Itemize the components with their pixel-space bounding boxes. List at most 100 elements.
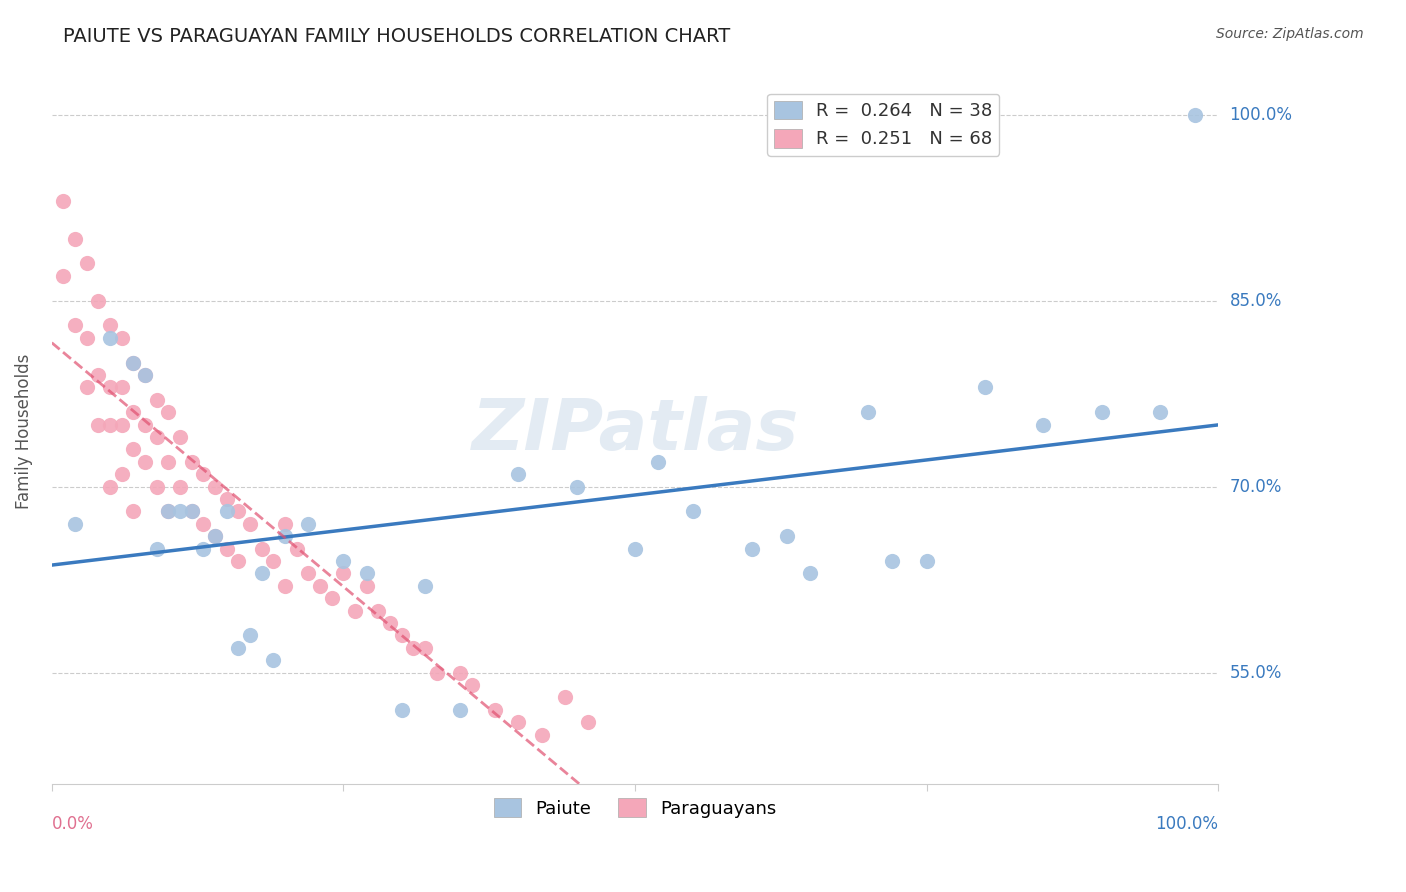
Point <box>391 628 413 642</box>
Point <box>239 516 262 531</box>
Point <box>87 417 110 432</box>
Point <box>413 579 436 593</box>
Text: 85.0%: 85.0% <box>1230 292 1282 310</box>
Point <box>228 504 250 518</box>
Text: 55.0%: 55.0% <box>1230 664 1282 681</box>
Point <box>204 529 226 543</box>
Point <box>858 405 880 419</box>
Point <box>145 480 167 494</box>
Point <box>1149 405 1171 419</box>
Point <box>122 356 145 370</box>
Point <box>76 331 98 345</box>
Point <box>484 703 506 717</box>
Point <box>63 318 86 333</box>
Point <box>262 653 284 667</box>
Point <box>134 455 156 469</box>
Point <box>145 430 167 444</box>
Point <box>402 640 425 655</box>
Y-axis label: Family Households: Family Households <box>15 353 32 508</box>
Point <box>309 579 332 593</box>
Point <box>98 380 121 394</box>
Point <box>239 628 262 642</box>
Point <box>63 516 86 531</box>
Point <box>297 516 319 531</box>
Point <box>274 529 297 543</box>
Point <box>87 293 110 308</box>
Point <box>530 728 553 742</box>
Point <box>250 566 273 581</box>
Point <box>228 554 250 568</box>
Point <box>87 368 110 382</box>
Point <box>76 380 98 394</box>
Point <box>215 541 238 556</box>
Point <box>111 417 134 432</box>
Point <box>356 579 378 593</box>
Point <box>274 579 297 593</box>
Point <box>98 417 121 432</box>
Point <box>63 232 86 246</box>
Point <box>391 703 413 717</box>
Point <box>741 541 763 556</box>
Text: 100.0%: 100.0% <box>1156 815 1219 833</box>
Point <box>111 331 134 345</box>
Point <box>193 516 215 531</box>
Point <box>122 405 145 419</box>
Point <box>578 715 600 730</box>
Point <box>1032 417 1054 432</box>
Point <box>111 467 134 482</box>
Point <box>228 640 250 655</box>
Point <box>76 256 98 270</box>
Point <box>111 380 134 394</box>
Point <box>134 368 156 382</box>
Point <box>285 541 308 556</box>
Point <box>413 640 436 655</box>
Point <box>180 455 202 469</box>
Point <box>169 430 191 444</box>
Point <box>52 194 75 209</box>
Point <box>799 566 821 581</box>
Point <box>508 715 530 730</box>
Point <box>426 665 449 680</box>
Point <box>215 491 238 506</box>
Point <box>332 554 354 568</box>
Point <box>145 541 167 556</box>
Text: ZIPatlas: ZIPatlas <box>471 396 799 466</box>
Point <box>180 504 202 518</box>
Point <box>157 504 180 518</box>
Point <box>974 380 997 394</box>
Point <box>880 554 903 568</box>
Point <box>508 467 530 482</box>
Point <box>145 392 167 407</box>
Point <box>565 480 588 494</box>
Point <box>297 566 319 581</box>
Point <box>1091 405 1114 419</box>
Point <box>193 541 215 556</box>
Point <box>1184 108 1206 122</box>
Text: 0.0%: 0.0% <box>52 815 94 833</box>
Point <box>332 566 354 581</box>
Point <box>157 455 180 469</box>
Point <box>776 529 799 543</box>
Point <box>122 442 145 457</box>
Point <box>134 368 156 382</box>
Point <box>122 504 145 518</box>
Point <box>274 516 297 531</box>
Point <box>367 604 389 618</box>
Point <box>378 616 401 631</box>
Point <box>122 356 145 370</box>
Text: PAIUTE VS PARAGUAYAN FAMILY HOUSEHOLDS CORRELATION CHART: PAIUTE VS PARAGUAYAN FAMILY HOUSEHOLDS C… <box>63 27 731 45</box>
Point <box>682 504 704 518</box>
Text: Source: ZipAtlas.com: Source: ZipAtlas.com <box>1216 27 1364 41</box>
Point <box>554 690 576 705</box>
Point <box>157 405 180 419</box>
Point <box>344 604 367 618</box>
Point <box>915 554 938 568</box>
Point <box>215 504 238 518</box>
Point <box>204 529 226 543</box>
Point <box>461 678 484 692</box>
Point <box>624 541 647 556</box>
Point <box>52 268 75 283</box>
Point <box>157 504 180 518</box>
Point <box>647 455 669 469</box>
Point <box>321 591 343 606</box>
